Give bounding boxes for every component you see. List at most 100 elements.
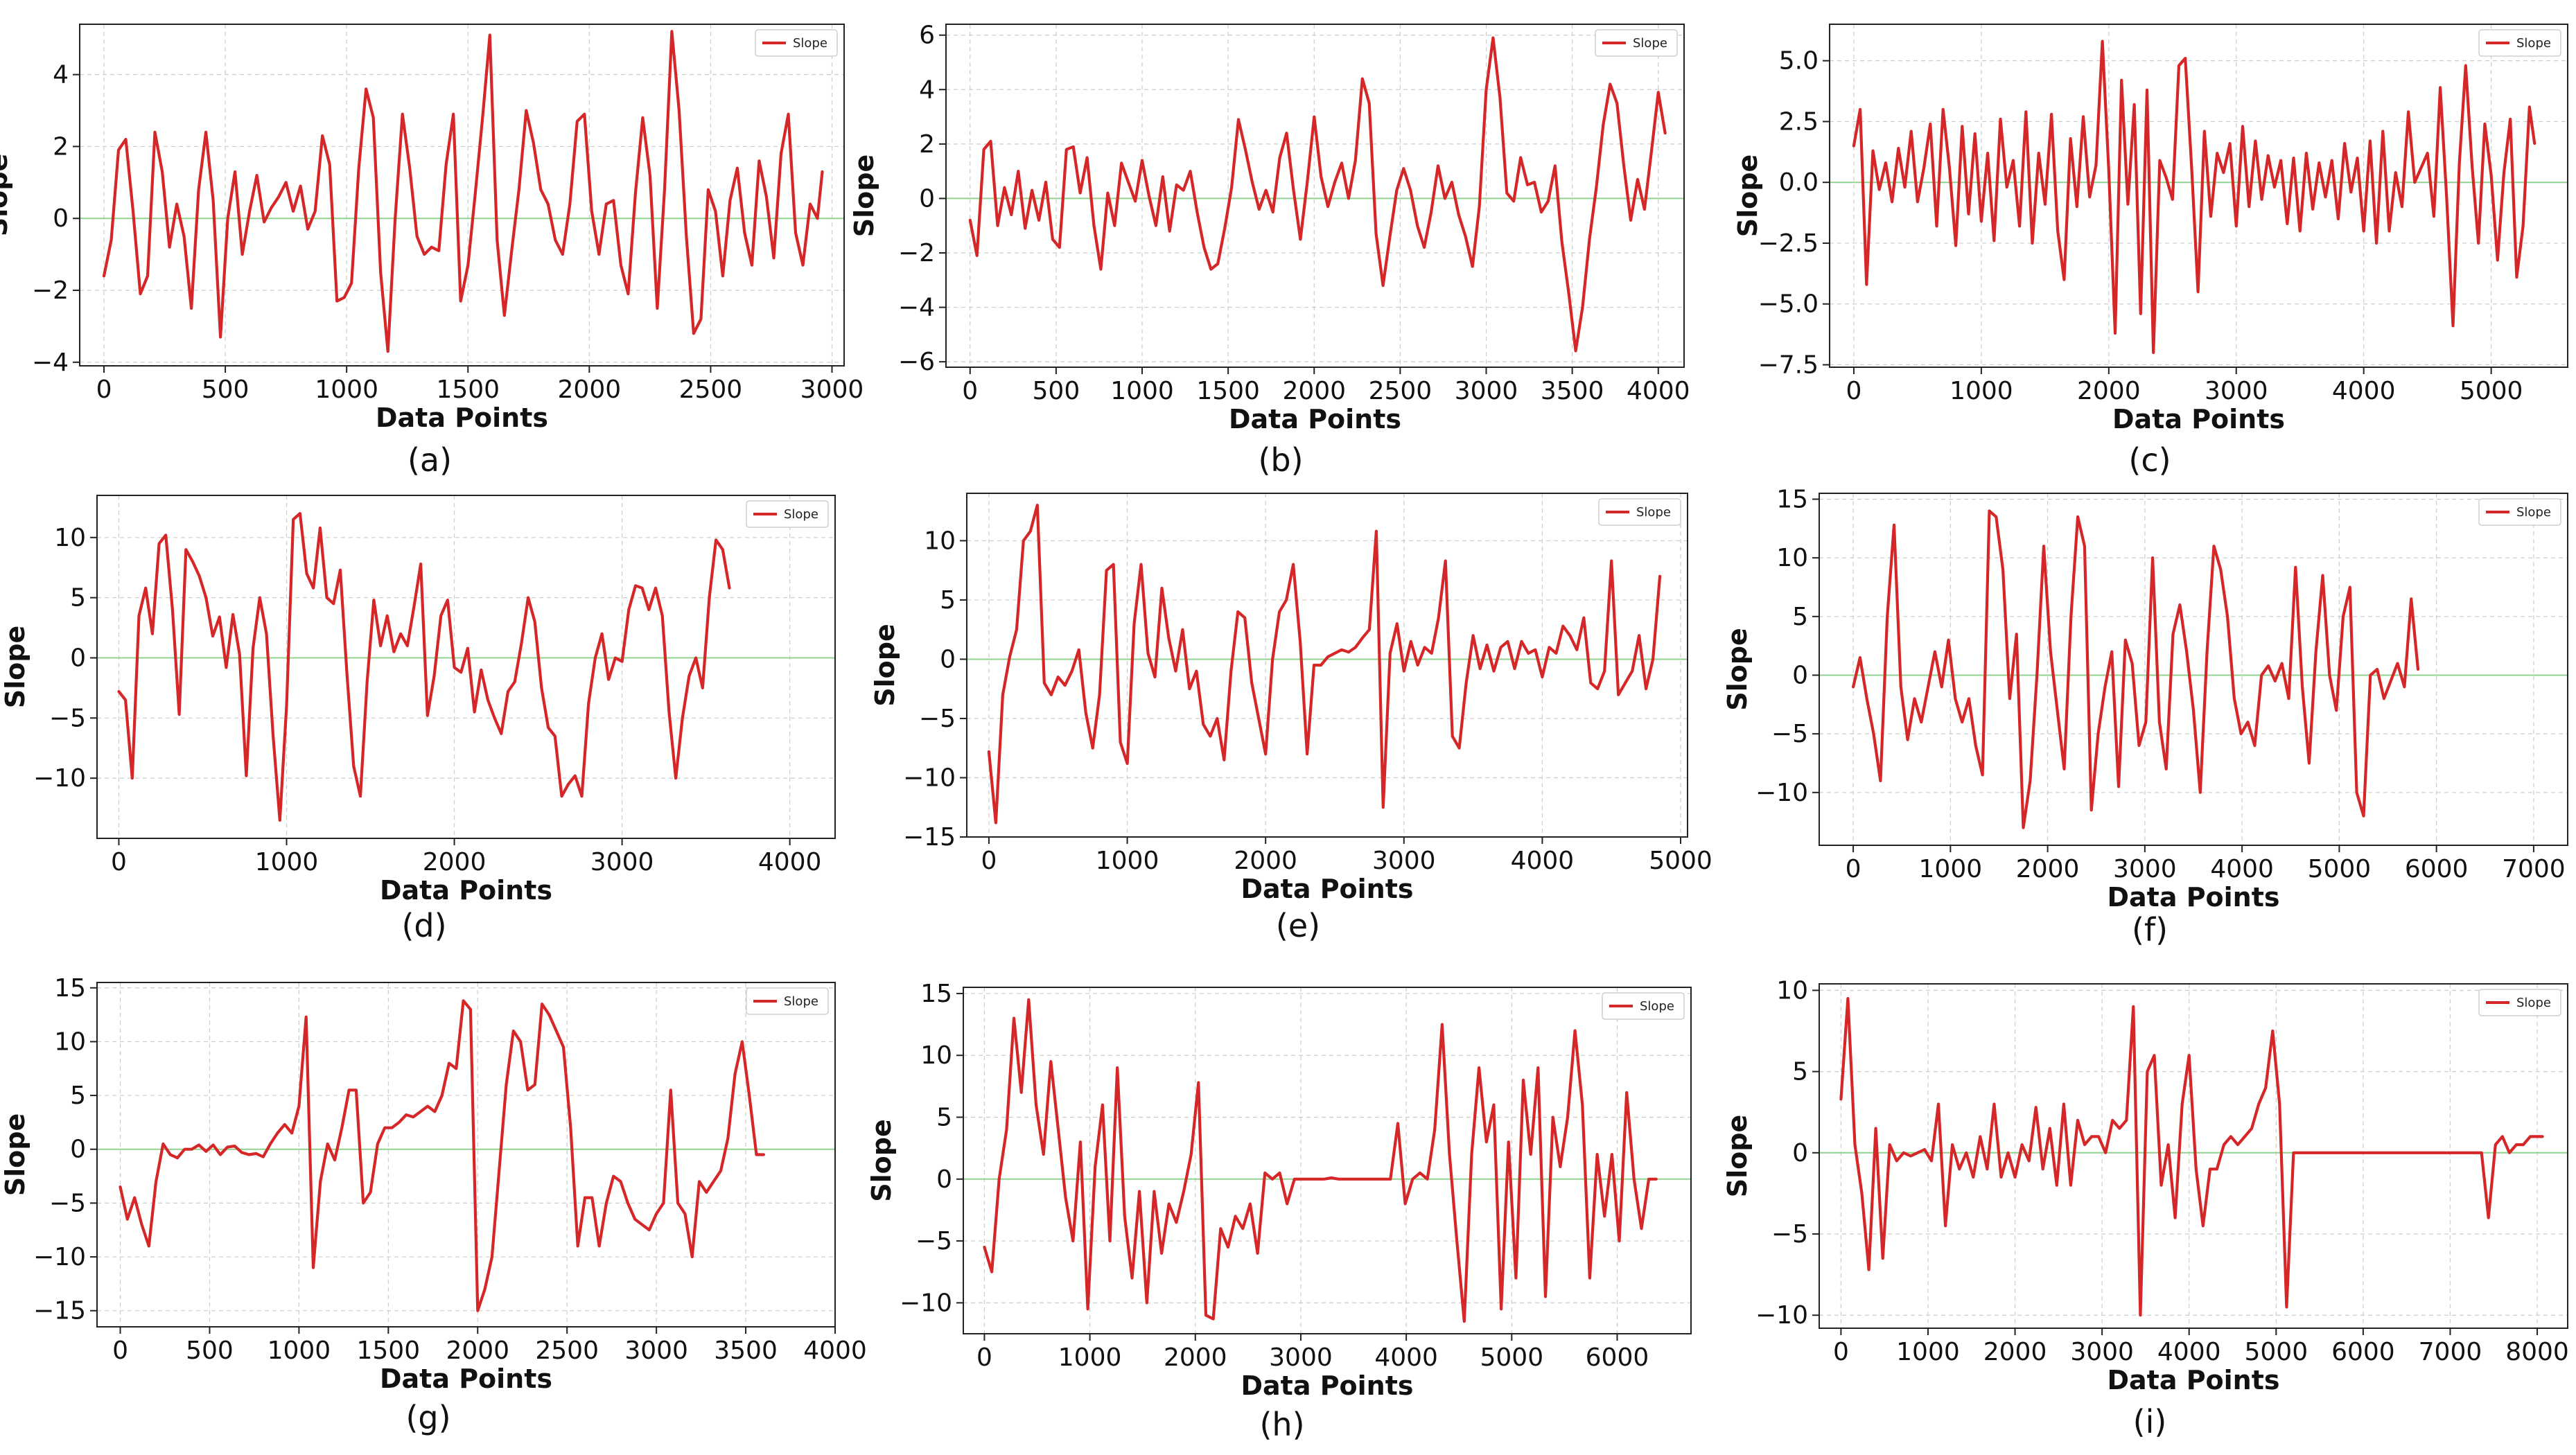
panel-caption: (a) [408, 441, 452, 479]
plot-panel: 0 1000 2000 3000 4000 5000 6000 −10 −5 0 5 10 15 Data… [866, 980, 1692, 1443]
x-tick-label: 4000 [1374, 1343, 1438, 1372]
x-tick-label: 1000 [1096, 847, 1159, 875]
y-tick-label: 0 [53, 204, 69, 233]
y-tick-label: −5 [915, 1227, 952, 1255]
y-tick-label: 4 [919, 76, 935, 104]
x-tick-label: 3000 [2070, 1338, 2134, 1366]
x-tick-label: 1000 [1919, 855, 1983, 883]
x-tick-label: 0 [112, 1337, 128, 1365]
x-tick-label: 5000 [2460, 377, 2523, 405]
legend: Slope [1602, 992, 1685, 1020]
y-tick-label: 0 [70, 1136, 86, 1164]
legend-box [1598, 498, 1681, 526]
x-tick-label: 1000 [268, 1337, 331, 1365]
y-tick-label: 15 [920, 980, 952, 1008]
x-tick-label: 0 [96, 376, 112, 404]
x-tick-label: 2500 [535, 1337, 599, 1365]
y-tick-label: −10 [1755, 779, 1808, 807]
x-tick-label: 0 [1846, 377, 1861, 405]
y-tick-label: −5 [1771, 1220, 1808, 1249]
x-tick-label: 3500 [714, 1337, 778, 1365]
x-tick-label: 0 [981, 847, 997, 875]
y-tick-label: −10 [1755, 1301, 1808, 1330]
y-axis-label: Slope [866, 1119, 897, 1201]
x-tick-label: 1000 [1949, 377, 2013, 405]
plot-frame [1819, 493, 2568, 846]
legend-box [2478, 498, 2561, 526]
x-tick-label: 3000 [1269, 1343, 1333, 1372]
panel-caption: (d) [401, 907, 446, 944]
x-tick-label: 2000 [2016, 855, 2080, 883]
plot-panel: 0 1000 2000 3000 4000 −10 −5 0 5 10 Data Points Slo… [0, 495, 836, 944]
y-tick-label: −5 [1771, 720, 1808, 748]
y-tick-label: 0.0 [1779, 168, 1819, 197]
plot-panel: 0 500 1000 1500 2000 2500 3000 −4 −2 0 2 4 Data Poin… [0, 24, 864, 479]
x-tick-label: 1000 [1058, 1343, 1122, 1372]
y-tick-label: −10 [903, 764, 956, 792]
plot-frame [79, 24, 845, 367]
x-tick-label: 3500 [1541, 377, 1604, 405]
y-tick-label: 10 [924, 527, 956, 555]
legend-box [1595, 29, 1678, 57]
x-tick-label: 0 [976, 1343, 992, 1372]
legend: Slope [1595, 29, 1678, 57]
x-tick-label: 0 [1833, 1338, 1849, 1366]
plot-panel: 0 500 1000 1500 2000 2500 3000 3500 4000 −15 −10 −5… [0, 974, 867, 1436]
y-tick-label: 5.0 [1779, 47, 1819, 76]
x-tick-label: 4000 [2157, 1338, 2221, 1366]
x-tick-label: 7000 [2419, 1338, 2482, 1366]
y-tick-label: 0 [70, 644, 86, 672]
x-tick-label: 5000 [2308, 855, 2372, 883]
y-tick-label: −5 [49, 1189, 86, 1217]
y-tick-label: 10 [920, 1041, 952, 1070]
plot-panel: 0 1000 2000 3000 4000 5000 −15 −10 −5 0 5 10 Data Po… [870, 493, 1712, 944]
y-tick-label: 2 [53, 132, 69, 161]
x-tick-label: 4000 [2210, 855, 2274, 883]
slope-series-line [1852, 39, 2536, 354]
y-tick-label: 6 [919, 21, 935, 50]
x-axis-label: Data Points [1241, 1370, 1413, 1401]
plot-frame [963, 987, 1692, 1334]
legend-label: Slope [793, 36, 827, 51]
slope-series-line [102, 30, 824, 353]
y-axis-label: Slope [1722, 628, 1753, 710]
y-tick-label: −5.0 [1758, 290, 1819, 319]
x-tick-label: 5000 [1649, 847, 1712, 875]
y-tick-label: 10 [54, 1028, 86, 1056]
legend-box [2478, 989, 2561, 1016]
y-tick-label: −5 [49, 704, 86, 732]
y-axis-label: Slope [0, 154, 13, 236]
legend: Slope [2478, 498, 2561, 526]
legend-label: Slope [1640, 999, 1674, 1014]
y-tick-label: 5 [1792, 1058, 1808, 1086]
y-tick-label: −5 [919, 705, 956, 733]
x-tick-label: 2500 [679, 376, 743, 404]
slope-series-line [1852, 509, 2420, 829]
plot-frame [96, 982, 836, 1328]
x-axis-label: Data Points [380, 875, 552, 906]
y-tick-label: 0 [1792, 661, 1808, 689]
y-tick-label: 2 [919, 130, 935, 159]
legend-box [746, 987, 829, 1015]
panel-caption: (h) [1259, 1406, 1304, 1443]
x-tick-label: 1500 [436, 376, 500, 404]
y-tick-label: 10 [1776, 976, 1808, 1005]
legend-box [2478, 29, 2561, 57]
x-tick-label: 0 [111, 848, 127, 876]
plot-panel: 0 500 1000 1500 2000 2500 3000 3500 4000 −6 −4 −2 0 2… [849, 21, 1690, 479]
legend-label: Slope [2516, 996, 2551, 1010]
y-tick-label: −15 [903, 823, 956, 852]
y-axis-label: Slope [1722, 1115, 1753, 1197]
plot-panel: 0 1000 2000 3000 4000 5000 −7.5 −5.0 −2.5 0.0 2.5 5… [1733, 24, 2568, 479]
plot-frame [1819, 983, 2568, 1329]
panel-caption: (e) [1276, 907, 1320, 944]
x-tick-label: 1000 [1896, 1338, 1960, 1366]
x-tick-label: 5000 [1480, 1343, 1543, 1372]
x-tick-label: 500 [186, 1337, 234, 1365]
y-axis-label: Slope [0, 626, 30, 708]
y-tick-label: 5 [940, 586, 956, 615]
x-tick-label: 6000 [2405, 855, 2469, 883]
x-axis-label: Data Points [1241, 874, 1413, 904]
y-tick-label: 10 [54, 524, 86, 552]
